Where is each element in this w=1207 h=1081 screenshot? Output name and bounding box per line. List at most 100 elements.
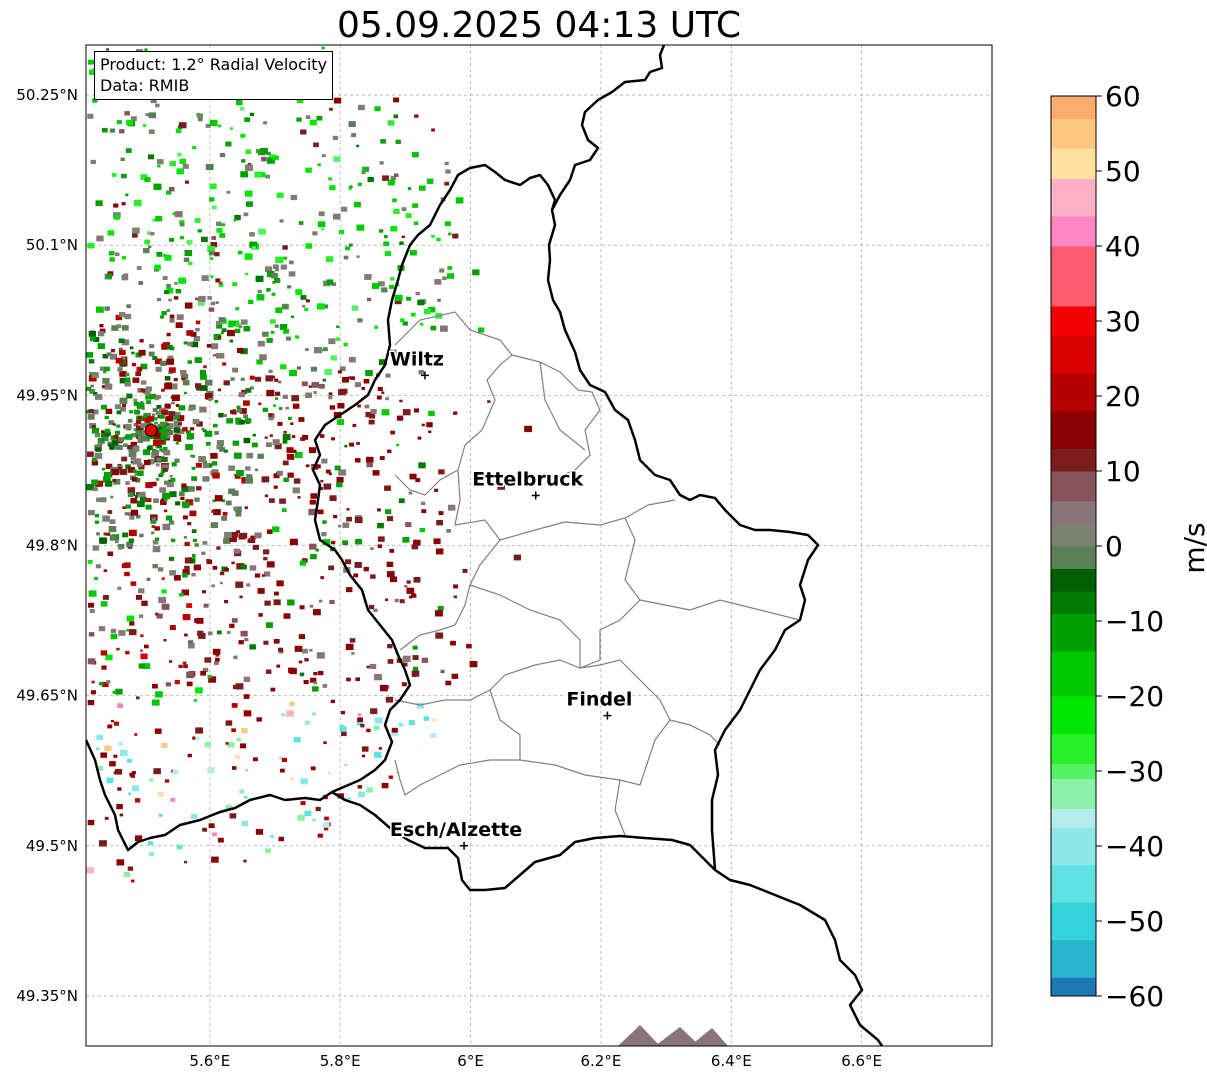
radar-pixel xyxy=(275,397,279,400)
radar-pixel xyxy=(186,681,193,687)
radar-pixel xyxy=(169,383,178,390)
radar-pixel xyxy=(196,487,201,490)
radar-pixel xyxy=(227,741,235,748)
radar-pixel xyxy=(207,245,215,253)
radar-pixel xyxy=(202,590,206,594)
radar-pixel xyxy=(254,532,262,539)
radar-pixel xyxy=(157,792,164,797)
radar-pixel xyxy=(228,465,236,471)
radar-pixel xyxy=(305,392,312,398)
radar-pixel xyxy=(99,537,107,544)
radar-pixel xyxy=(357,713,362,717)
radar-pixel xyxy=(175,322,183,328)
radar-pixel xyxy=(186,239,193,245)
radar-pixel xyxy=(231,410,237,415)
radar-pixel xyxy=(387,644,393,649)
radar-pixel xyxy=(97,441,103,446)
radar-pixel xyxy=(246,201,253,207)
radar-pixel xyxy=(187,522,192,526)
radar-pixel xyxy=(419,528,425,533)
radar-pixel xyxy=(143,124,147,127)
radar-pixel xyxy=(355,539,362,545)
radar-pixel xyxy=(134,409,140,415)
radar-pixel xyxy=(291,435,296,438)
radar-pixel xyxy=(379,684,388,692)
radar-pixel xyxy=(173,378,178,382)
radar-pixel xyxy=(224,600,229,604)
radar-pixel xyxy=(406,580,411,584)
radar-pixel xyxy=(233,218,237,222)
radar-pixel xyxy=(472,269,480,276)
radar-pixel xyxy=(153,450,160,455)
radar-pixel xyxy=(322,520,327,524)
radar-pixel xyxy=(109,535,117,541)
radar-pixel xyxy=(235,683,244,690)
radar-pixel xyxy=(379,161,384,165)
radar-pixel xyxy=(175,289,182,294)
radar-pixel xyxy=(287,472,294,478)
radar-pixel xyxy=(128,629,137,636)
radar-pixel xyxy=(143,414,149,419)
radar-pixel xyxy=(120,157,125,161)
radar-pixel xyxy=(301,381,308,387)
radar-pixel xyxy=(324,826,329,831)
radar-pixel xyxy=(288,260,294,265)
radar-pixel xyxy=(124,571,130,577)
colorbar-segment xyxy=(1051,864,1096,903)
radar-pixel xyxy=(161,449,166,453)
radar-pixel xyxy=(221,223,226,227)
radar-pixel xyxy=(266,389,275,397)
radar-pixel xyxy=(300,295,307,300)
radar-pixel xyxy=(130,116,137,122)
lon-tick-label: 6.2°E xyxy=(580,1052,621,1070)
radar-pixel xyxy=(130,581,137,586)
radar-pixel xyxy=(159,315,164,319)
radar-pixel xyxy=(180,373,189,380)
radar-pixel xyxy=(178,422,182,426)
radar-pixel xyxy=(415,291,420,296)
radar-pixel xyxy=(112,690,117,694)
radar-pixel xyxy=(161,388,165,392)
radar-pixel xyxy=(121,356,126,361)
radar-pixel xyxy=(145,386,152,392)
radar-pixel xyxy=(266,270,275,278)
radar-pixel xyxy=(142,449,151,456)
radar-pixel xyxy=(243,326,251,332)
radar-pixel xyxy=(119,349,126,356)
radar-pixel xyxy=(102,681,109,687)
radar-pixel xyxy=(136,595,142,600)
radar-pixel xyxy=(304,720,310,725)
radar-pixel xyxy=(235,323,241,328)
radar-pixel xyxy=(209,119,218,126)
national-borders[interactable] xyxy=(86,45,884,1046)
radar-pixel xyxy=(275,268,279,272)
radar-pixel xyxy=(300,129,307,135)
radar-pixel xyxy=(166,423,170,426)
radar-pixel xyxy=(91,457,98,462)
radar-pixel xyxy=(184,860,188,864)
map-canvas[interactable]: 5.6°E 5.8°E 6°E 6.2°E 6.4°E 6.6°E 50.25°N 50.1°… xyxy=(0,0,1000,1081)
radar-pixel xyxy=(245,418,252,424)
radar-pixel xyxy=(129,515,135,520)
radar-pixel xyxy=(356,224,365,231)
radar-pixel xyxy=(374,717,383,724)
radar-pixel xyxy=(124,313,132,320)
radar-pixel xyxy=(298,634,306,640)
radar-pixel xyxy=(188,407,193,411)
radar-pixel xyxy=(190,427,195,431)
radar-pixel xyxy=(148,129,155,135)
radar-pixel xyxy=(254,573,261,578)
radar-pixel xyxy=(111,440,118,446)
radar-pixel xyxy=(299,560,306,566)
radar-pixel xyxy=(340,711,345,715)
colorbar-segment xyxy=(1051,148,1096,179)
radar-pixel xyxy=(136,425,144,432)
radar-pixel xyxy=(405,213,412,218)
radar-pixel xyxy=(237,347,244,353)
radar-pixel xyxy=(314,346,322,354)
radar-pixel xyxy=(211,856,219,863)
lat-tick-label: 49.95°N xyxy=(16,386,78,404)
radar-pixel xyxy=(178,277,186,284)
radar-pixel xyxy=(169,161,176,167)
radar-pixel xyxy=(208,676,217,683)
